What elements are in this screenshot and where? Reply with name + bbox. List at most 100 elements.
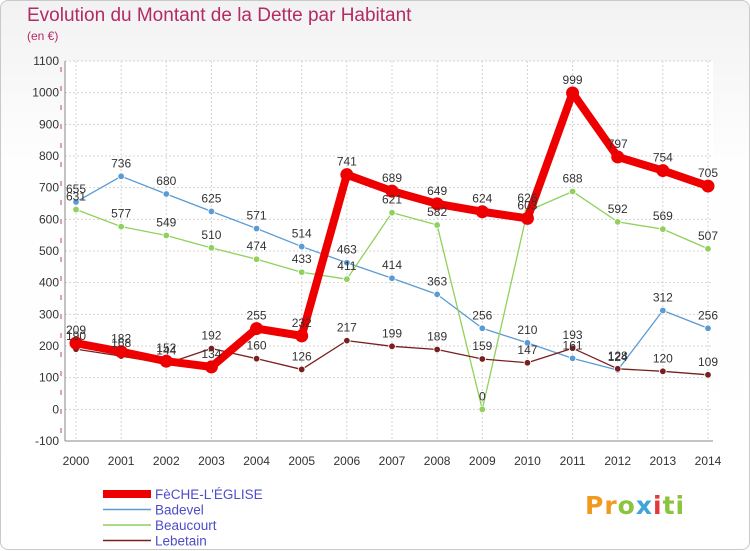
data-point — [385, 184, 399, 198]
data-point — [656, 164, 670, 178]
data-label: 159 — [472, 339, 492, 353]
data-point — [114, 345, 128, 359]
data-label: 192 — [201, 329, 221, 343]
data-point — [388, 208, 396, 217]
data-label: 680 — [156, 174, 176, 188]
y-tick-label: 400 — [39, 276, 59, 290]
data-point — [704, 245, 712, 253]
data-point — [72, 205, 80, 214]
data-label: 161 — [563, 338, 583, 352]
data-point — [614, 365, 622, 373]
data-point — [252, 255, 261, 263]
x-tick-label: 2012 — [604, 454, 631, 468]
data-point — [343, 336, 351, 345]
data-point — [298, 242, 306, 251]
data-point — [343, 259, 351, 267]
data-label: 210 — [517, 323, 537, 337]
y-tick-label: 1100 — [33, 54, 59, 68]
data-point — [252, 354, 261, 363]
data-label: 152 — [156, 341, 176, 355]
data-point — [433, 290, 441, 299]
data-label: 209 — [66, 323, 86, 337]
y-tick-label: 500 — [39, 244, 59, 258]
data-point — [701, 179, 715, 193]
data-label: 120 — [653, 351, 673, 365]
data-point — [388, 274, 396, 282]
data-point — [430, 197, 444, 211]
y-tick-label: 900 — [39, 117, 59, 131]
data-label: 134 — [201, 347, 221, 361]
data-point — [207, 244, 216, 252]
x-tick-label: 2002 — [153, 454, 180, 468]
data-label: 109 — [698, 355, 718, 369]
x-tick-label: 2001 — [108, 454, 135, 468]
data-point — [475, 205, 489, 219]
legend-label: FèCHE-L'ÉGLISE — [155, 487, 263, 502]
x-tick-label: 2008 — [424, 454, 451, 468]
data-point — [659, 225, 667, 233]
data-label: 232 — [292, 316, 312, 330]
data-label: 999 — [563, 73, 583, 87]
data-point — [204, 360, 218, 374]
data-point — [72, 198, 80, 206]
chart-title: Evolution du Montant de la Dette par Hab… — [27, 5, 412, 26]
data-point — [298, 268, 306, 276]
data-label: 168 — [111, 336, 131, 350]
data-label: 255 — [247, 309, 267, 323]
legend-label: Lebetain — [155, 534, 207, 549]
data-point — [568, 354, 577, 363]
data-label: 592 — [608, 202, 628, 216]
data-label: 433 — [292, 252, 312, 266]
series-2 — [72, 187, 712, 414]
data-point — [250, 322, 264, 336]
data-label: 160 — [247, 339, 267, 353]
data-point — [295, 329, 309, 343]
data-point — [343, 275, 351, 283]
y-tick-label: 200 — [39, 339, 59, 353]
data-point — [162, 190, 170, 198]
series-1 — [72, 172, 712, 374]
data-point — [207, 344, 216, 353]
data-label: 741 — [337, 155, 357, 169]
data-point — [659, 306, 667, 315]
data-label: 147 — [517, 343, 537, 357]
x-tick-label: 2011 — [560, 454, 586, 468]
x-tick-label: 2013 — [650, 454, 677, 468]
data-label: 256 — [698, 308, 718, 322]
x-tick-label: 2000 — [63, 454, 90, 468]
data-label: 126 — [292, 349, 312, 363]
x-tick-label: 2014 — [695, 454, 722, 468]
x-tick-label: 2009 — [469, 454, 496, 468]
data-label: 474 — [247, 239, 267, 253]
data-label: 689 — [382, 171, 402, 185]
data-point — [252, 224, 261, 233]
data-label: 577 — [111, 207, 131, 221]
data-point — [523, 339, 532, 347]
data-point — [659, 367, 667, 376]
data-label: 189 — [427, 329, 447, 343]
x-tick-label: 2006 — [334, 454, 361, 468]
data-label: 569 — [653, 209, 673, 223]
data-point — [704, 324, 712, 332]
data-point — [566, 86, 580, 100]
y-tick-label: 0 — [52, 402, 59, 416]
x-tick-label: 2005 — [288, 454, 315, 468]
data-point — [478, 355, 486, 363]
data-label: 624 — [472, 192, 492, 206]
data-label: 621 — [382, 193, 402, 207]
data-label: 128 — [608, 349, 628, 363]
data-point — [433, 221, 441, 229]
data-point — [117, 172, 125, 180]
y-tick-label: 600 — [39, 212, 59, 226]
data-label: 705 — [698, 166, 718, 180]
data-label: 144 — [156, 344, 176, 358]
data-point — [69, 336, 83, 350]
data-point — [388, 342, 396, 351]
y-tick-label: 700 — [39, 181, 59, 195]
data-point — [704, 371, 712, 379]
data-label: 688 — [563, 171, 583, 185]
data-label: 549 — [156, 215, 176, 229]
proxiti-logo: Proxiti — [585, 491, 686, 520]
